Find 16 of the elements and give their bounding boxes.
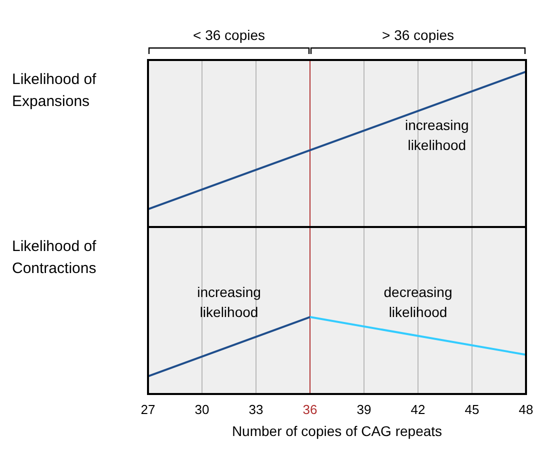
x-tick-label: 33 bbox=[248, 402, 264, 417]
x-tick-label: 36 bbox=[302, 402, 318, 417]
x-tick-label: 42 bbox=[410, 402, 426, 417]
x-tick-label: 39 bbox=[356, 402, 372, 417]
text: < 36 copies bbox=[193, 27, 265, 43]
annotation: increasing likelihood bbox=[404, 117, 469, 154]
y-axis-title: Likelihood of Expansions bbox=[12, 71, 98, 110]
annotation: increasing likelihood bbox=[197, 284, 261, 320]
x-axis-title: Number of copies of CAG repeats bbox=[232, 423, 442, 439]
x-tick-label: 27 bbox=[140, 402, 156, 417]
x-tick-label: 48 bbox=[518, 402, 534, 417]
y-axis-title: Likelihood of Contractions bbox=[12, 238, 98, 277]
annotation: decreasing likelihood bbox=[384, 284, 452, 320]
x-tick-label: 45 bbox=[464, 402, 480, 417]
x-tick-label: 30 bbox=[194, 402, 210, 417]
text: > 36 copies bbox=[382, 27, 454, 43]
